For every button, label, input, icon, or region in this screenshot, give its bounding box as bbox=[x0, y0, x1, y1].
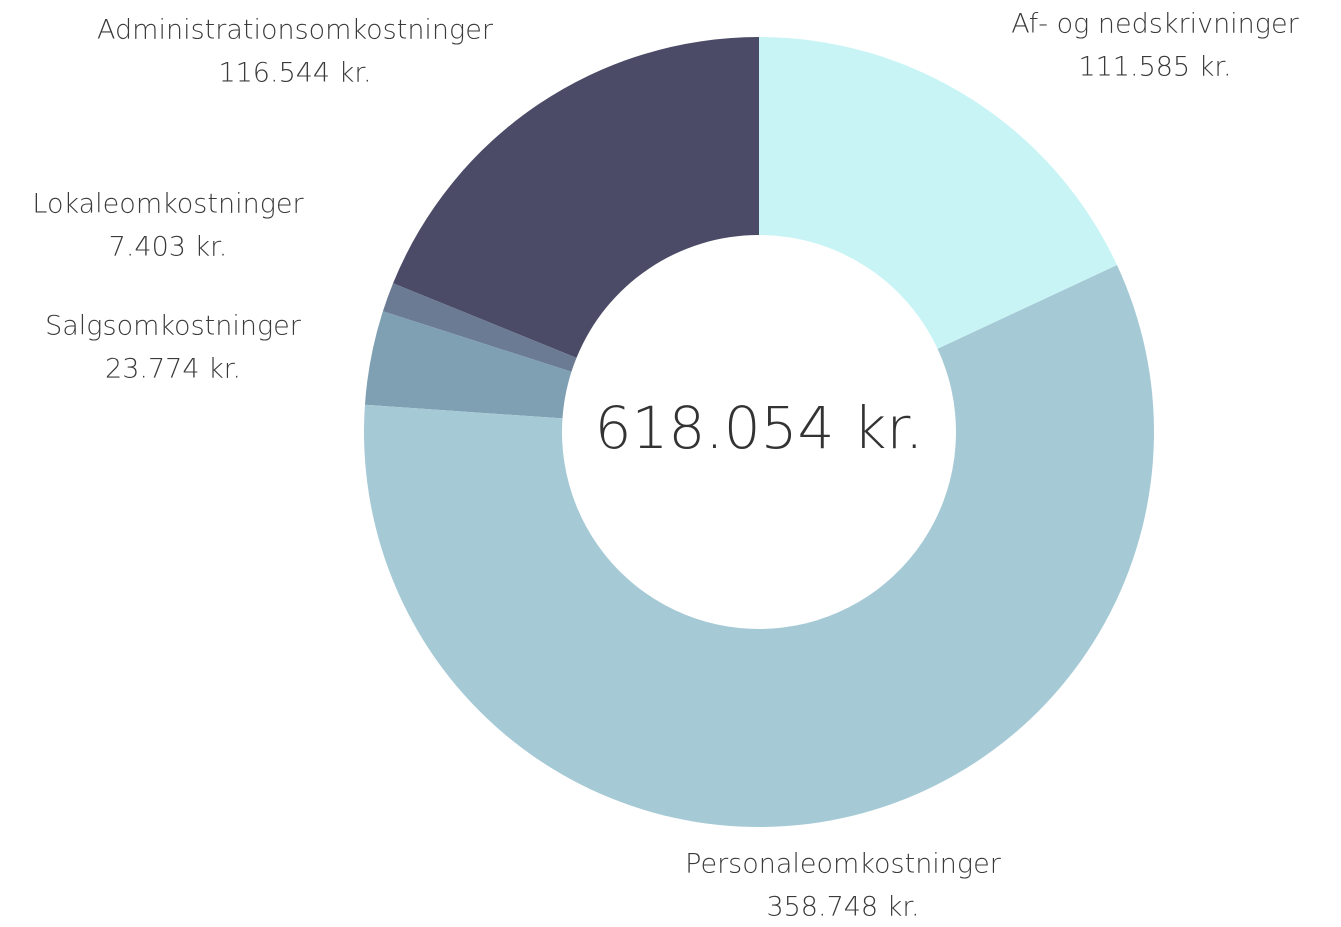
segment-value: 23.774 kr. bbox=[105, 354, 241, 385]
segment-name: Salgsomkostninger bbox=[45, 311, 302, 342]
total-label: 618.054 kr. bbox=[595, 394, 924, 462]
donut-segment bbox=[393, 37, 759, 358]
segment-name: Personaleomkostninger bbox=[685, 849, 1002, 880]
donut-segment bbox=[363, 265, 1154, 828]
donut-segment bbox=[759, 37, 1117, 349]
segment-name: Af- og nedskrivninger bbox=[1011, 9, 1299, 40]
segment-value: 358.748 kr. bbox=[766, 892, 919, 923]
segment-value: 111.585 kr. bbox=[1078, 52, 1231, 83]
segment-name: Lokaleomkostninger bbox=[32, 189, 304, 220]
segment-name: Administrationsomkostninger bbox=[97, 15, 494, 46]
segment-value: 116.544 kr. bbox=[218, 58, 371, 89]
donut-segment bbox=[364, 311, 572, 419]
donut-segment bbox=[382, 283, 577, 372]
segment-value: 7.403 kr. bbox=[109, 232, 228, 263]
